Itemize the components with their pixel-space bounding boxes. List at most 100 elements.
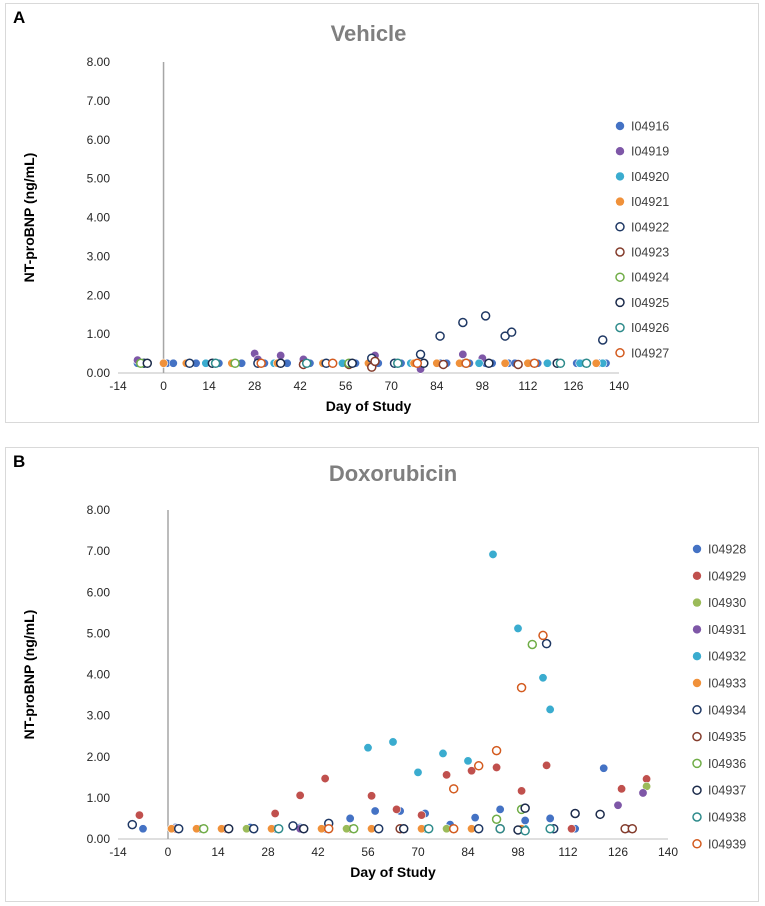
data-point bbox=[474, 358, 484, 368]
data-point bbox=[555, 358, 566, 369]
x-axis-title: Day of Study bbox=[350, 864, 436, 880]
data-point bbox=[412, 358, 423, 369]
legend-marker bbox=[615, 172, 625, 181]
series-I04928 bbox=[138, 763, 634, 834]
legend-label: I04928 bbox=[708, 543, 746, 557]
chart-title: Vehicle bbox=[331, 21, 407, 46]
y-axis-title: NT-proBNP (ng/mL) bbox=[21, 610, 37, 740]
data-point bbox=[567, 824, 577, 834]
legend-marker bbox=[615, 297, 625, 308]
data-point bbox=[545, 823, 555, 834]
data-point bbox=[273, 823, 284, 834]
data-point bbox=[367, 791, 377, 801]
data-point bbox=[345, 813, 355, 823]
data-point bbox=[470, 813, 480, 823]
data-point bbox=[458, 317, 468, 328]
data-point bbox=[415, 349, 426, 360]
legend-label: I04916 bbox=[631, 120, 669, 134]
series-I04937 bbox=[223, 803, 605, 835]
y-tick-label: 6.00 bbox=[87, 585, 111, 599]
data-point bbox=[388, 737, 398, 747]
legend-label: I04938 bbox=[708, 811, 746, 825]
y-tick-label: 3.00 bbox=[87, 709, 111, 723]
legend-marker bbox=[615, 247, 625, 257]
data-point bbox=[295, 790, 305, 800]
data-point bbox=[417, 810, 427, 820]
legend-marker bbox=[615, 348, 625, 358]
legend-label: I04931 bbox=[708, 623, 746, 637]
data-point bbox=[491, 745, 502, 756]
data-point bbox=[320, 774, 330, 784]
data-point bbox=[495, 804, 505, 814]
x-tick-label: 0 bbox=[160, 379, 167, 393]
data-point bbox=[134, 810, 144, 820]
data-point bbox=[413, 767, 423, 777]
data-point bbox=[230, 358, 240, 369]
y-tick-label: 4.00 bbox=[87, 668, 111, 682]
y-tick-label: 0.00 bbox=[87, 832, 111, 846]
data-point bbox=[617, 784, 627, 794]
data-point bbox=[461, 358, 471, 369]
data-point bbox=[435, 331, 445, 341]
x-tick-label: 70 bbox=[411, 845, 425, 859]
x-tick-label: 14 bbox=[211, 845, 225, 859]
data-point bbox=[473, 761, 484, 771]
data-point bbox=[370, 356, 380, 367]
doxorubicin-chart: Doxorubicin 0.00 1.00 2.00 3.00 4.00 5.00 6.00 7… bbox=[21, 461, 746, 880]
y-axis-title: NT-proBNP (ng/mL) bbox=[21, 153, 37, 283]
panel-letter-b: B bbox=[13, 452, 26, 471]
x-tick-label: 84 bbox=[430, 379, 444, 393]
legend-marker bbox=[692, 758, 702, 769]
x-tick-label: 98 bbox=[511, 845, 525, 859]
data-point bbox=[223, 823, 234, 834]
data-point bbox=[448, 784, 459, 794]
x-tick-label: 42 bbox=[311, 845, 325, 859]
x-tick-label: 112 bbox=[518, 379, 537, 393]
legend-label: I04935 bbox=[708, 730, 746, 744]
legend-label: I04937 bbox=[708, 784, 746, 798]
data-point bbox=[347, 358, 357, 369]
series-I04929 bbox=[134, 760, 652, 834]
data-point bbox=[467, 766, 477, 776]
legend-label: I04922 bbox=[631, 220, 669, 234]
chart-title: Doxorubicin bbox=[329, 461, 457, 486]
data-point bbox=[480, 311, 491, 321]
data-point bbox=[542, 760, 552, 770]
x-tick-label: 84 bbox=[461, 845, 475, 859]
data-point bbox=[538, 630, 548, 641]
legend-label: I04921 bbox=[631, 195, 669, 209]
data-point bbox=[276, 351, 286, 361]
legend-marker bbox=[615, 121, 625, 131]
data-point bbox=[500, 358, 510, 368]
legend-label: I04934 bbox=[708, 703, 746, 717]
data-point bbox=[323, 823, 334, 834]
y-tick-label: 3.00 bbox=[87, 249, 111, 263]
legend-marker bbox=[692, 705, 702, 715]
data-point bbox=[301, 358, 312, 369]
data-point bbox=[599, 763, 609, 773]
data-point bbox=[627, 823, 638, 834]
legend-marker bbox=[615, 197, 625, 206]
x-tick-label: 98 bbox=[476, 379, 490, 393]
data-point bbox=[473, 823, 484, 834]
data-point bbox=[581, 358, 592, 369]
data-point bbox=[184, 358, 195, 369]
data-point bbox=[138, 824, 148, 834]
series-I04927 bbox=[256, 358, 540, 369]
x-tick-label: 28 bbox=[261, 845, 275, 859]
x-tick-label: 14 bbox=[202, 379, 216, 393]
data-point bbox=[442, 770, 452, 780]
data-point bbox=[542, 358, 552, 368]
legend-label: I04936 bbox=[708, 757, 746, 771]
panel-letter-a: A bbox=[13, 8, 26, 27]
data-point bbox=[142, 358, 153, 369]
y-tick-label: 7.00 bbox=[87, 544, 111, 558]
legend-marker bbox=[692, 812, 702, 822]
legend-marker bbox=[615, 222, 625, 232]
data-point bbox=[363, 743, 373, 753]
y-tick-label: 8.00 bbox=[87, 55, 111, 69]
data-point bbox=[488, 549, 498, 559]
panel-a: Vehicle 0.00 1.00 2.00 3.00 4.00 5.00 6.00 7.00 8… bbox=[5, 3, 759, 423]
x-tick-label: 126 bbox=[563, 379, 583, 393]
data-point bbox=[392, 804, 402, 814]
